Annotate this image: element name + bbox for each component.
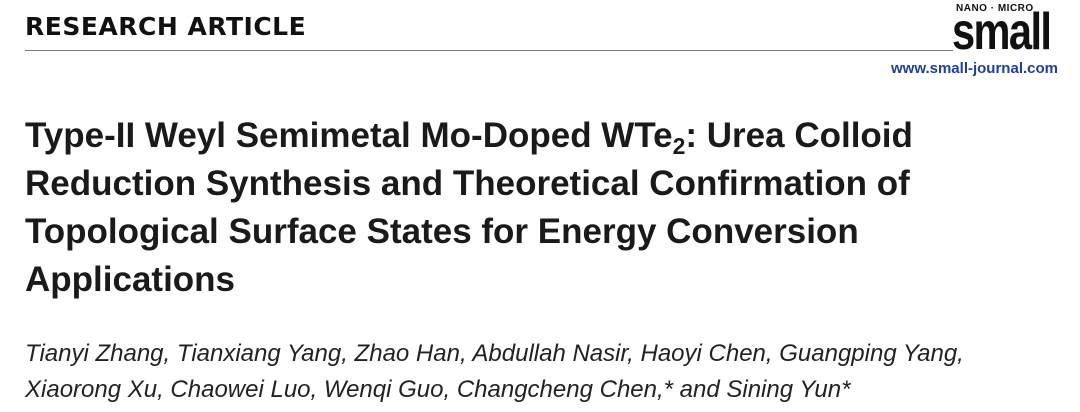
journal-logo: small: [952, 3, 1052, 61]
section-label: RESEARCH ARTICLE: [25, 12, 307, 41]
header-rule: [25, 50, 953, 51]
title-text: : Urea Colloid Reduction Synthesis and T…: [25, 116, 913, 299]
title-text: Type-II Weyl Semimetal Mo-Doped WTe: [25, 116, 673, 155]
journal-url[interactable]: www.small-journal.com: [891, 60, 1058, 77]
authors: Tianyi Zhang, Tianxiang Yang, Zhao Han, …: [25, 340, 964, 403]
title-subscript: 2: [672, 133, 686, 159]
article-title: Type-II Weyl Semimetal Mo-Doped WTe2: Ur…: [25, 112, 985, 304]
journal-kicker: NANO · MICRO: [956, 3, 1034, 14]
